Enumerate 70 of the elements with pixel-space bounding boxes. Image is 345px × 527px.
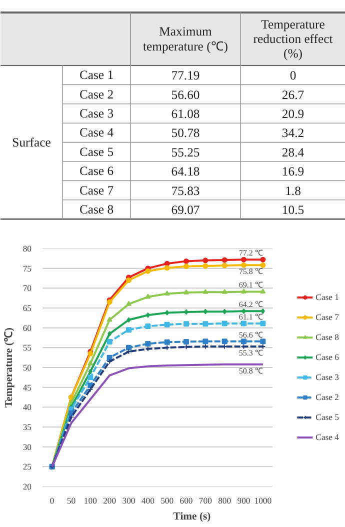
y-tick-label: 45: [22, 382, 32, 392]
y-tick-label: 65: [22, 303, 32, 313]
x-tick-label: 0: [50, 496, 54, 506]
text: 1.8: [285, 184, 301, 198]
category-label: Case 6: [79, 164, 114, 178]
category-label: Case 8: [79, 202, 114, 216]
legend-label: Case 1: [316, 292, 339, 302]
annotation: 75.8 ℃: [238, 267, 263, 276]
annotation: 50.8 ℃: [238, 366, 263, 376]
annotation: 55.3 ℃: [238, 348, 263, 358]
x-tick-label: 100: [84, 496, 97, 506]
text: 75.83: [171, 184, 200, 198]
text: 28.4: [282, 145, 305, 160]
x-tick-label: 900: [237, 496, 250, 506]
annotation: 69.1 ℃: [238, 280, 263, 290]
x-tick-label: 700: [198, 496, 212, 506]
legend-label: Case 4: [316, 432, 339, 442]
legend-label: Case 7: [316, 312, 339, 322]
category-label: Case 1: [79, 68, 114, 82]
text: 55.25: [171, 145, 200, 160]
y-tick-label: 50: [22, 362, 32, 372]
text: 16.9: [282, 164, 304, 179]
y-tick-label: 20: [22, 482, 32, 492]
x-tick-label: 50: [66, 496, 76, 506]
annotation: 56.6 ℃: [238, 330, 263, 340]
x-tick-label: 400: [141, 496, 154, 506]
x-tick-label: 200: [103, 496, 116, 506]
y-tick-label: 40: [22, 402, 32, 412]
text: 26.7: [282, 88, 304, 102]
text: 69.07: [171, 203, 200, 217]
category-label: Case 4: [79, 126, 114, 140]
legend-label: Case 3: [316, 372, 339, 382]
text: Temperature reduction effect (%): [253, 17, 334, 61]
y-axis-title: Temperature (℃): [4, 327, 15, 408]
annotation: 77.2 ℃: [238, 248, 263, 258]
text: 10.5: [282, 203, 304, 217]
annotation: 61.1 ℃: [238, 312, 263, 322]
y-tick-label: 80: [22, 244, 32, 254]
y-tick-label: 30: [22, 442, 32, 452]
legend-label: Case 5: [316, 412, 339, 422]
text: 64.18: [171, 164, 200, 179]
category-label: Case 2: [79, 87, 114, 102]
y-tick-label: 75: [22, 263, 32, 274]
y-tick-label: 70: [22, 283, 32, 294]
y-tick-label: 55: [22, 342, 32, 353]
x-tick-label: 600: [180, 496, 193, 506]
text: 77.19: [171, 68, 200, 83]
legend-label: Case 2: [316, 392, 339, 402]
annotation: 64.2 ℃: [238, 300, 263, 310]
text: 0: [290, 68, 296, 83]
text: 56.60: [171, 88, 200, 102]
text: Surface: [12, 135, 52, 150]
text: 61.08: [171, 107, 200, 121]
x-tick-label: 300: [122, 496, 136, 506]
category-label: Case 5: [79, 144, 114, 159]
x-axis-title: Time (s): [173, 512, 212, 522]
text: 20.9: [282, 107, 304, 121]
y-tick-label: 25: [22, 462, 32, 472]
text: 34.2: [282, 126, 304, 140]
legend-label: Case 6: [316, 352, 339, 362]
text: 50.78: [171, 126, 200, 140]
x-tick-label: 800: [218, 496, 232, 506]
category-label: Case 3: [79, 106, 114, 120]
x-tick-label: 500: [160, 496, 174, 506]
category-label: Case 7: [79, 183, 114, 198]
legend-label: Case 8: [316, 332, 339, 342]
x-tick-label: 1000: [254, 496, 272, 506]
y-tick-label: 60: [22, 322, 32, 333]
text: Maximum temperature (℃): [142, 24, 228, 54]
y-tick-label: 35: [22, 422, 32, 432]
